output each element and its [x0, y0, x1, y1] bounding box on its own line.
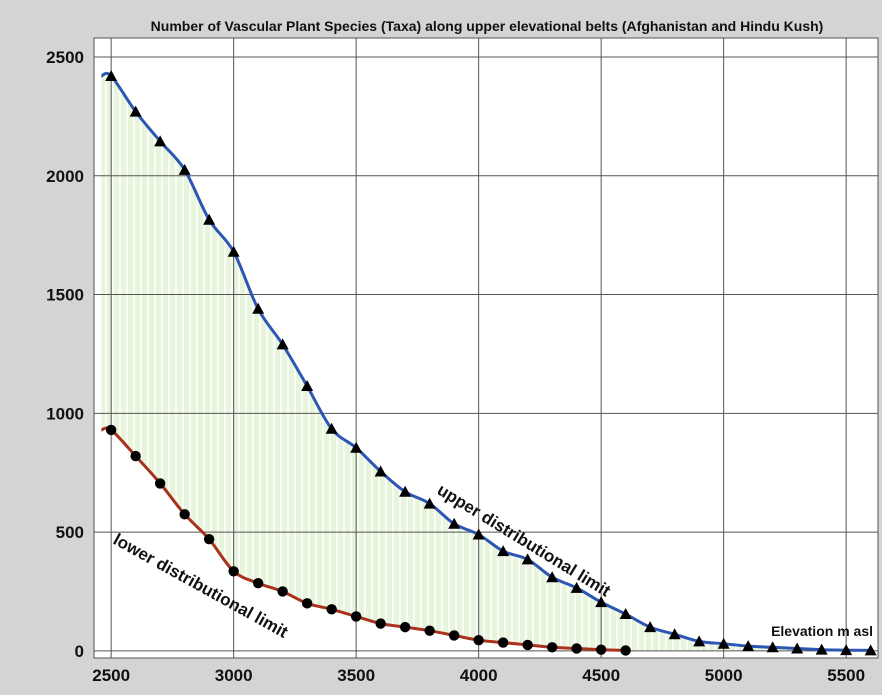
upper-limit-point	[644, 621, 657, 633]
chart-title: Number of Vascular Plant Species (Taxa) …	[151, 18, 824, 34]
x-tick-label: 2500	[92, 666, 130, 685]
lower-limit-point	[448, 630, 460, 641]
y-tick-label: 0	[75, 642, 84, 661]
lower-limit-point	[203, 534, 215, 545]
y-tick-label: 500	[56, 523, 84, 542]
x-tick-label: 4500	[582, 666, 620, 685]
upper-limit-point	[448, 517, 461, 529]
lower-limit-point	[154, 478, 166, 489]
lower-limit-point	[424, 625, 435, 636]
upper-limit-point	[154, 135, 167, 147]
upper-limit-point	[252, 302, 265, 314]
upper-limit-point	[399, 485, 412, 497]
lower-limit-point	[326, 604, 337, 615]
lower-limit-point	[350, 611, 362, 622]
upper-limit-point	[374, 465, 387, 477]
lower-limit-point	[375, 618, 386, 629]
grid-lines	[94, 38, 878, 658]
x-tick-label: 3500	[337, 666, 375, 685]
upper-limit-point	[570, 581, 583, 593]
upper-limit-point	[276, 338, 289, 350]
upper-limit-point	[668, 628, 681, 640]
x-tick-label: 5500	[827, 666, 865, 685]
y-tick-label: 1000	[46, 404, 84, 423]
upper-limit-point	[178, 163, 191, 175]
upper-limit-point	[472, 528, 485, 540]
lower-limit-point	[595, 644, 607, 655]
lower-limit-point	[277, 586, 288, 597]
lower-limit-point	[228, 566, 239, 577]
x-tick-label: 3000	[215, 666, 253, 685]
lower-limit-point	[522, 639, 533, 651]
lower-limit-point	[252, 577, 264, 589]
upper-limit-point	[129, 105, 142, 117]
upper-limit-point	[301, 380, 314, 392]
lower-limit-point	[399, 621, 411, 633]
y-tick-label: 1500	[46, 286, 84, 305]
upper-limit-point	[105, 70, 118, 82]
upper-limit-point	[815, 643, 828, 655]
lower-limit-point	[301, 598, 313, 609]
fill-between-region	[101, 73, 871, 651]
upper-limit-point	[325, 422, 338, 434]
upper-limit-point	[840, 644, 853, 656]
lower-limit-point	[620, 645, 631, 656]
upper-limit-point	[203, 213, 216, 225]
lower-limit-point	[179, 509, 190, 520]
upper-limit-point	[619, 608, 632, 620]
y-tick-label: 2000	[46, 167, 84, 186]
upper-limit-point	[227, 245, 240, 257]
upper-limit-point	[693, 635, 706, 647]
x-tick-label: 5000	[705, 666, 743, 685]
lower-limit-point	[105, 424, 117, 436]
tick-labels: 2500 3000 3500 4000 4500 5000 5500 0 500 1000 1500…	[46, 48, 865, 685]
upper-limit-point	[766, 641, 779, 653]
upper-limit-point	[497, 545, 510, 557]
x-unit-label: Elevation m asl	[771, 623, 873, 639]
upper-limit-point	[350, 441, 363, 453]
lower-limit-point	[546, 642, 558, 653]
upper-limit-point	[423, 497, 436, 509]
upper-limit-point	[546, 571, 559, 583]
lower-limit-point	[571, 643, 582, 654]
fill-between-area	[101, 73, 871, 651]
lower-limit-point	[130, 450, 141, 462]
upper-limit-point	[717, 637, 730, 649]
upper-limit-point	[742, 640, 755, 652]
x-tick-label: 4000	[460, 666, 498, 685]
lower-limit-point	[473, 634, 484, 646]
upper-limit-point	[791, 642, 804, 654]
y-tick-label: 2500	[46, 48, 84, 67]
upper-limit-point	[595, 596, 608, 608]
upper-limit-point	[521, 553, 534, 565]
lower-limit-point	[497, 637, 509, 648]
series-layer	[100, 70, 877, 656]
upper-limit-point	[864, 644, 877, 656]
